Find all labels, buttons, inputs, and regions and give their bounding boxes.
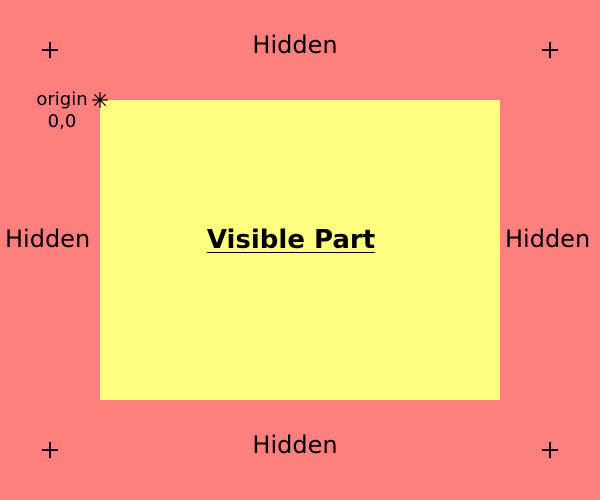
origin-label: origin 0,0: [36, 89, 88, 133]
plus-icon: [542, 42, 558, 58]
hidden-label-right: Hidden: [505, 225, 591, 253]
origin-name: origin: [36, 89, 88, 110]
visible-area: [100, 100, 500, 400]
asterisk-icon: [92, 92, 108, 108]
hidden-label-bottom: Hidden: [252, 431, 338, 459]
visible-part-label: Visible Part: [206, 225, 376, 255]
hidden-label-left: Hidden: [5, 225, 91, 253]
hidden-label-top: Hidden: [252, 31, 338, 59]
plus-icon: [42, 42, 58, 58]
origin-coords: 0,0: [47, 111, 77, 132]
plus-icon: [42, 442, 58, 458]
plus-icon: [542, 442, 558, 458]
